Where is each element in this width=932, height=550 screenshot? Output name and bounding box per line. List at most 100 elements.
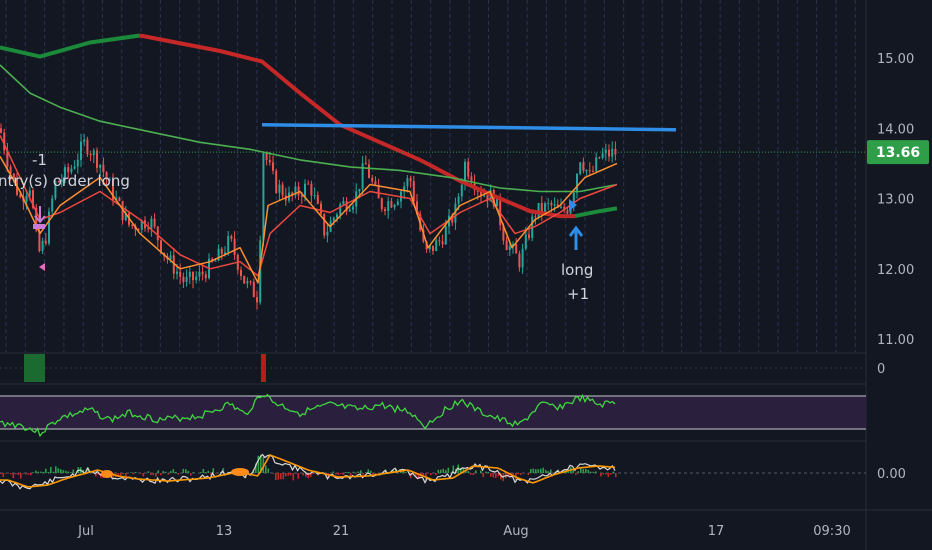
candle-body xyxy=(339,204,342,215)
candle-body xyxy=(614,148,617,155)
price-axis[interactable]: 15.00 14.00 13.00 12.00 11.00 xyxy=(877,52,914,348)
candle-body xyxy=(291,192,294,196)
candle-body xyxy=(249,281,252,283)
macd-histogram-bar xyxy=(355,473,357,474)
macd-histogram-bar xyxy=(287,473,290,476)
candle-body xyxy=(256,297,258,303)
candle-body xyxy=(560,206,562,208)
candle-body xyxy=(67,167,70,173)
macd-histogram-bar xyxy=(177,473,180,475)
long-label: long xyxy=(561,261,593,279)
macd-histogram-bar xyxy=(517,473,520,475)
ma-slow-rising xyxy=(574,206,618,219)
candle-body xyxy=(105,172,108,180)
candle-body xyxy=(294,186,297,196)
macd-histogram-bar xyxy=(490,473,492,477)
candle-body xyxy=(233,238,236,255)
candle-body xyxy=(544,203,546,213)
ma-slow-rising xyxy=(0,33,141,59)
macd-histogram-bar xyxy=(460,467,462,473)
macd-histogram-bar xyxy=(125,473,127,477)
price-tick-label: 14.00 xyxy=(877,122,914,137)
candle-body xyxy=(182,276,185,282)
resistance-line[interactable] xyxy=(261,122,677,132)
candle-body xyxy=(611,148,614,157)
macd-histogram-bar xyxy=(400,471,402,473)
macd-histogram-bar xyxy=(282,473,285,480)
signal-bar-green xyxy=(24,354,45,382)
macd-histogram-bar xyxy=(345,471,347,473)
macd-histogram-bar xyxy=(375,473,377,474)
candle-body xyxy=(262,153,265,241)
macd-histogram-bar xyxy=(22,473,25,474)
rsi-line xyxy=(0,393,616,438)
candle-body xyxy=(230,236,233,239)
candle-body xyxy=(601,153,604,158)
moving-averages xyxy=(0,33,618,284)
macd-histogram-bar xyxy=(160,473,162,476)
macd-histogram-bar xyxy=(135,471,137,473)
macd-histogram-bar xyxy=(482,473,485,478)
candle-body xyxy=(371,178,374,182)
macd-histogram-bar xyxy=(395,468,397,473)
macd-histogram-bar xyxy=(65,470,67,473)
candle-body xyxy=(70,168,73,173)
macd-histogram-bar xyxy=(577,471,580,473)
candle-body xyxy=(51,198,54,212)
candle-body xyxy=(35,207,38,231)
macd-histogram-bar xyxy=(52,471,55,473)
macd-histogram-bar xyxy=(285,473,287,477)
macd-histogram-bar xyxy=(442,468,445,473)
time-axis[interactable]: Jul 13 21 Aug 17 09:30 xyxy=(77,524,851,539)
candle-body xyxy=(224,252,226,255)
candle-body xyxy=(384,209,386,211)
macd-histogram-bar xyxy=(350,473,352,476)
candle-body xyxy=(153,218,156,227)
candle-body xyxy=(64,167,66,180)
candle-body xyxy=(176,271,178,274)
macd-histogram-bar xyxy=(367,469,370,473)
candle-body xyxy=(112,179,114,200)
long-count-label: +1 xyxy=(567,285,589,303)
candle-body xyxy=(19,194,22,198)
macd-histogram-bar xyxy=(95,473,97,477)
macd-histogram-bar xyxy=(27,473,30,475)
macd-histogram-bar xyxy=(520,473,522,475)
macd-histogram-bar xyxy=(485,471,487,473)
macd-histogram-bar xyxy=(292,473,295,481)
macd-histogram-bar xyxy=(470,473,472,475)
candle-body xyxy=(201,271,204,275)
candle-body xyxy=(470,176,473,183)
candle-body xyxy=(60,179,63,182)
time-tick-label: Jul xyxy=(77,524,94,539)
candle-body xyxy=(307,183,310,185)
macd-histogram-bar xyxy=(452,465,455,473)
candle-body xyxy=(118,197,121,201)
candle-body xyxy=(3,132,6,151)
macd-histogram-bar xyxy=(50,466,52,473)
candle-body xyxy=(467,161,470,177)
exit-marker-icon xyxy=(39,263,45,271)
candle-body xyxy=(281,184,284,196)
candle-body xyxy=(393,204,396,208)
candle-body xyxy=(380,198,383,210)
candle-body xyxy=(83,139,86,142)
candle-body xyxy=(41,240,44,252)
candle-body xyxy=(131,224,134,226)
candle-body xyxy=(38,230,41,252)
macd-histogram-bar xyxy=(5,473,7,474)
candle-body xyxy=(566,210,569,214)
candle-body xyxy=(304,183,306,197)
macd-histogram-bar xyxy=(497,473,500,477)
macd-histogram-bar xyxy=(347,472,350,473)
macd-histogram-bar xyxy=(437,469,440,473)
candle-body xyxy=(195,276,198,281)
macd-histogram-bar xyxy=(605,473,607,475)
price-tick-label: 12.00 xyxy=(877,263,914,278)
candle-body xyxy=(576,173,578,193)
macd-histogram-bar xyxy=(205,472,207,473)
macd-histogram-bar xyxy=(37,471,40,473)
candle-body xyxy=(454,203,457,223)
macd-histogram-bar xyxy=(535,469,537,473)
